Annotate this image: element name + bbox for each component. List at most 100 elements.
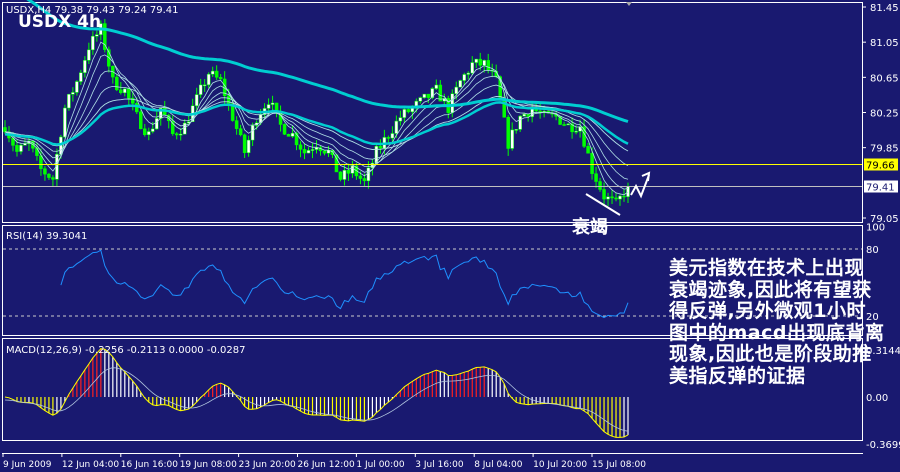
time-tick-label: 10 Jul 20:00: [533, 460, 587, 470]
candle: [210, 70, 215, 75]
macd-tick-label: 0.3144: [866, 346, 900, 357]
price-level-value: 79.66: [866, 161, 895, 172]
candle: [174, 133, 179, 136]
candle: [270, 102, 275, 105]
chart-title: USDX 4h: [18, 12, 101, 32]
candle: [83, 60, 87, 73]
candle: [426, 93, 431, 98]
price-tick-label: 79.85: [870, 144, 899, 155]
candle: [350, 165, 355, 174]
note-line: 美指反弹的证据: [669, 364, 806, 387]
candle: [486, 60, 490, 71]
candle: [67, 94, 71, 109]
candle: [298, 144, 303, 150]
candle: [594, 173, 598, 182]
candle: [282, 124, 287, 135]
candle: [470, 62, 474, 74]
candle: [574, 131, 578, 133]
candle: [482, 60, 486, 66]
candle: [522, 113, 526, 117]
ma-long-line: [26, 0, 629, 123]
candle: [378, 145, 383, 149]
candle: [3, 127, 7, 133]
candle: [606, 196, 610, 200]
rsi-series: [3, 248, 862, 319]
candle: [586, 146, 590, 154]
candle: [286, 134, 291, 137]
analysis-note: 美元指数在技术上出现 衰竭迹象,因此将有望获 得反弹,另外微观1小时 图中的macd出…: [669, 257, 885, 387]
candle: [23, 143, 27, 146]
macd-signal-line: [4, 367, 629, 432]
price-level-tag: [864, 180, 898, 193]
candle: [390, 133, 395, 139]
candle: [214, 70, 219, 78]
candle: [51, 177, 55, 180]
price-tick-label: 81.05: [870, 38, 899, 49]
candle: [206, 73, 211, 86]
trend-line: [585, 193, 621, 216]
candle: [518, 115, 522, 130]
ma-thin-line: [4, 95, 629, 152]
candle: [434, 84, 439, 89]
candle: [103, 23, 107, 50]
candle: [302, 149, 307, 154]
candle: [230, 103, 235, 121]
rsi-tick-label: 100: [866, 223, 885, 234]
candle: [79, 72, 83, 82]
candle: [338, 171, 343, 180]
candle: [430, 88, 435, 98]
price-tick-label: 80.25: [870, 109, 899, 120]
candle: [39, 155, 43, 169]
candle: [170, 120, 175, 134]
rsi-pane: [2, 225, 863, 336]
note-line: 现象,因此也是阶段助推: [669, 343, 872, 365]
candle: [87, 49, 91, 61]
candle: [402, 109, 407, 118]
candle: [618, 195, 622, 200]
candle: [310, 149, 315, 151]
candle: [514, 129, 518, 131]
candle: [91, 35, 95, 51]
candle: [562, 124, 566, 126]
candle: [242, 134, 247, 153]
candle: [306, 150, 311, 154]
note-line: 得反弹,另外微观1小时: [669, 300, 866, 322]
macd-pane: [2, 338, 863, 441]
candle: [274, 102, 279, 112]
note-line: 图中的macd出现底背离: [669, 321, 885, 344]
macd-label: MACD(12,26,9) -0.2256 -0.2113 0.0000 -0.…: [6, 345, 245, 356]
candle: [234, 120, 239, 129]
symbol-header: USDX,H4 79.38 79.43 79.24 79.41: [6, 5, 179, 16]
candle: [366, 167, 371, 182]
candle: [466, 72, 471, 75]
candle: [450, 93, 455, 113]
candle: [151, 128, 155, 132]
exhaustion-label: 衰竭: [571, 216, 608, 238]
candle: [119, 89, 123, 94]
candle: [290, 132, 295, 137]
candle: [422, 93, 427, 98]
time-tick-label: 19 Jun 08:00: [180, 460, 237, 470]
candle: [610, 196, 614, 199]
time-tick-label: 15 Jul 08:00: [592, 460, 646, 470]
candle: [198, 84, 203, 95]
candle: [462, 74, 467, 81]
note-line: 衰竭迹象,因此将有望获: [669, 278, 872, 301]
candle: [246, 139, 251, 153]
ma-thin-line: [4, 41, 629, 196]
candle: [454, 86, 459, 94]
candle: [362, 178, 367, 182]
candle: [238, 128, 243, 136]
candle: [95, 34, 99, 37]
candle: [398, 117, 403, 122]
price-tick-label: 80.65: [870, 73, 899, 84]
candle: [159, 107, 163, 119]
time-tick-label: 16 Jun 16:00: [121, 460, 178, 470]
time-tick-label: 1 Jul 00:00: [356, 460, 405, 470]
candle: [123, 88, 127, 94]
candle: [438, 84, 443, 102]
candle: [358, 175, 363, 179]
rsi-line: [60, 249, 629, 319]
price-tick-label: 81.45: [870, 3, 899, 14]
